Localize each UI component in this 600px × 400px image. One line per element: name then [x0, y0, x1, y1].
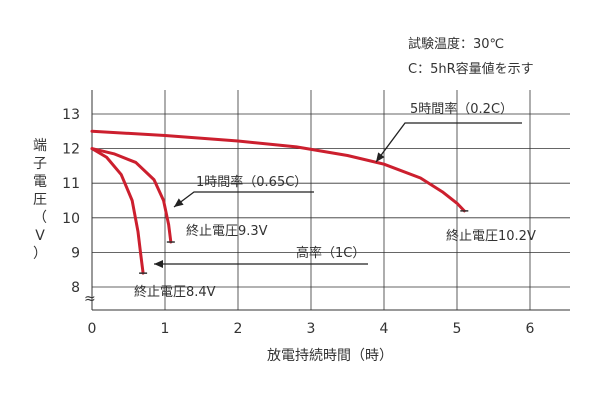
x-axis-title: 放電持続時間（時）	[267, 347, 393, 364]
y-tick-label: 11	[62, 176, 80, 192]
y-tick-label: 8	[71, 280, 80, 296]
x-tick-label: 6	[526, 321, 535, 337]
y-axis-title-char: 端	[33, 138, 47, 154]
y-tick-label: 9	[71, 245, 80, 261]
x-tick-label: 3	[307, 321, 316, 337]
series-label-high-rate: 高率（1C）	[296, 245, 365, 261]
x-tick-label: 1	[161, 321, 170, 337]
axes	[91, 90, 570, 311]
condition-temperature: 試験温度：30℃	[408, 36, 504, 52]
y-axis-title-char: V	[35, 228, 45, 244]
arrow-head	[174, 198, 184, 207]
arrow-head	[376, 152, 385, 162]
x-tick-label: 5	[453, 321, 462, 337]
y-axis-title-char: 電	[33, 174, 47, 190]
arrow-head	[154, 260, 163, 268]
series-label-5h: 5時間率（0.2C）	[410, 101, 513, 117]
end-label-5h: 終止電圧10.2V	[446, 228, 536, 244]
callouts: 5時間率（0.2C） 終止電圧10.2V 1時間率（0.65C） 終止電圧9.3V 高率…	[134, 101, 536, 300]
series-label-1h: 1時間率（0.65C）	[196, 174, 307, 190]
y-tick-label: 12	[62, 142, 80, 158]
y-tick-label: 13	[62, 107, 80, 123]
x-tick-label: 4	[380, 321, 389, 337]
y-axis-title-char: 子	[33, 156, 47, 172]
callout-arrow-1h	[173, 191, 314, 208]
curves	[90, 129, 469, 275]
y-axis-title-char: 圧	[33, 192, 47, 208]
x-tick-label: 0	[88, 321, 97, 337]
end-label-1h: 終止電圧9.3V	[186, 223, 268, 239]
callout-arrow-5h	[375, 122, 522, 163]
grid	[92, 90, 570, 310]
y-axis-title-char: ）	[33, 246, 47, 262]
end-label-high-rate: 終止電圧8.4V	[134, 284, 216, 300]
discharge-curve	[90, 147, 173, 244]
axis-break-symbol: ≈	[84, 291, 96, 307]
condition-c-definition: C：5hR容量値を示す	[408, 61, 534, 77]
discharge-curve	[90, 129, 466, 213]
y-axis-title-char: （	[33, 210, 47, 226]
discharge-curve	[90, 147, 145, 275]
x-tick-label: 2	[234, 321, 243, 337]
y-tick-label: 10	[62, 211, 80, 227]
